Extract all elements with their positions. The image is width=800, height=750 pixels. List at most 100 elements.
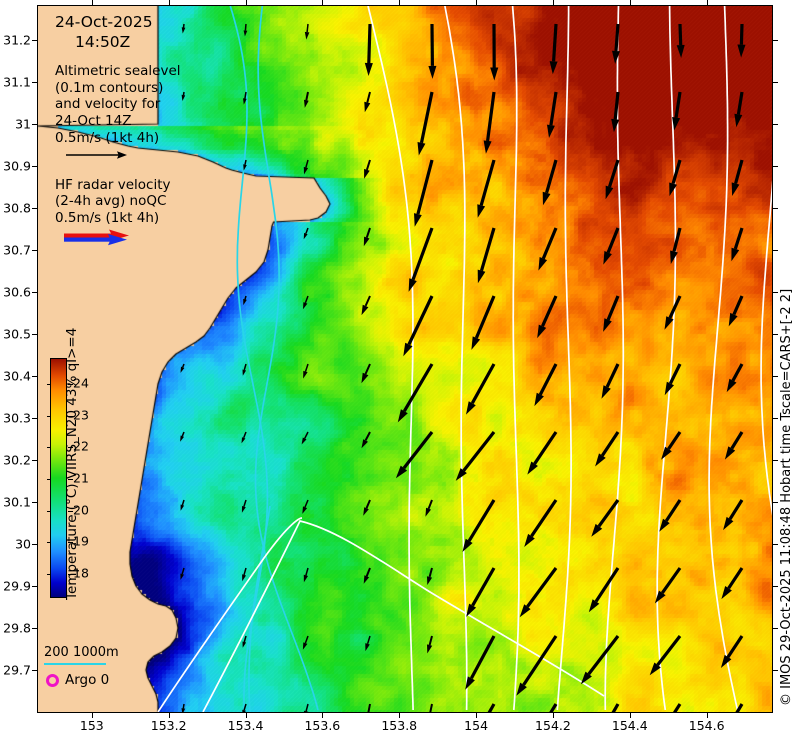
velocity-arrow (243, 295, 247, 306)
colorbar-tick-label: 22 (73, 438, 89, 454)
y-axis-tick-label: 31.1 (3, 74, 31, 90)
x-axis-tick-mark (629, 713, 631, 718)
velocity-arrow (462, 499, 496, 552)
x-axis-tick-mark (322, 0, 324, 5)
colorbar-tick-label: 20 (73, 502, 89, 518)
velocity-arrow (302, 635, 309, 650)
velocity-arrow (726, 363, 744, 393)
y-axis-tick-mark (32, 669, 37, 671)
velocity-arrow (242, 703, 247, 712)
bathymetry-contour-branch (248, 505, 271, 712)
x-axis-tick-label: 154.4 (611, 718, 648, 733)
colorbar-tick-mark-left (47, 573, 51, 575)
sealevel-contour (760, 180, 772, 516)
velocity-arrow (731, 159, 744, 196)
x-axis-tick-label: 154.2 (535, 718, 571, 733)
velocity-arrow (664, 295, 682, 330)
velocity-arrow (303, 159, 309, 175)
y-axis-tick-mark (32, 459, 37, 461)
y-axis-tick-mark (32, 249, 37, 251)
velocity-arrow (670, 227, 682, 265)
colorbar-tick-mark (68, 542, 73, 544)
velocity-arrow (364, 159, 371, 179)
bathymetry-contour-200m (229, 6, 269, 711)
velocity-arrow (180, 499, 185, 511)
colorbar-tick-label: 23 (73, 407, 89, 423)
x-axis-tick-label: 154.6 (688, 718, 725, 733)
velocity-arrow (471, 295, 496, 350)
velocity-arrow (241, 499, 247, 513)
velocity-arrow (180, 431, 185, 442)
x-axis-tick-label: 153.4 (227, 718, 264, 733)
y-axis-tick-label: 30.2 (3, 452, 31, 468)
velocity-arrow (429, 703, 433, 712)
velocity-arrow (611, 703, 620, 712)
velocity-arrow (303, 295, 309, 310)
time-stamp: 14:50Z (75, 33, 131, 52)
velocity-arrow (181, 23, 186, 34)
velocity-arrow (483, 91, 496, 154)
velocity-arrow (242, 567, 247, 582)
velocity-arrow (425, 499, 433, 517)
colorbar-tick-label: 18 (73, 565, 89, 581)
sealevel-contour (708, 6, 739, 711)
velocity-arrow (428, 23, 437, 79)
sealevel-contour (604, 6, 625, 711)
sst-heatmap-canvas (38, 6, 772, 712)
sealevel-contour-south (202, 520, 605, 712)
x-axis-tick-mark (476, 713, 478, 718)
colorbar-tick-label: 24 (73, 375, 89, 391)
x-axis-tick-mark (245, 713, 247, 718)
bathymetry-scale-label: 200 1000m (44, 645, 119, 660)
velocity-arrow (527, 431, 558, 475)
x-axis-tick-mark (706, 0, 708, 5)
altimetry-line-1: Altimetric sealevel (55, 63, 181, 80)
date-stamp: 24-Oct-2025 (55, 13, 153, 31)
velocity-arrow (466, 567, 496, 617)
velocity-arrow (303, 363, 309, 379)
y-axis-tick-mark (773, 249, 778, 251)
argo-marker-icon (46, 673, 59, 687)
hf-radar-line-2: (2-4h avg) noQC (55, 193, 167, 210)
velocity-arrow (542, 159, 558, 206)
y-axis-tick-mark (32, 81, 37, 83)
velocity-arrow (414, 159, 434, 227)
y-axis-tick-label: 29.8 (3, 620, 31, 636)
velocity-arrow (363, 227, 371, 247)
y-axis-tick-mark (32, 417, 37, 419)
x-axis-tick-label: 153.2 (150, 718, 187, 733)
y-axis-tick-mark (773, 459, 778, 461)
velocity-arrow (591, 499, 620, 537)
x-axis-tick-mark (399, 713, 401, 718)
velocity-arrow (669, 159, 682, 197)
map-plot-area[interactable] (37, 5, 773, 713)
velocity-arrow (361, 295, 371, 316)
velocity-arrow (361, 431, 371, 449)
y-axis-tick-mark (773, 207, 778, 209)
sealevel-contour (556, 6, 572, 711)
colorbar-tick-label: 21 (73, 470, 89, 486)
velocity-arrow (524, 499, 558, 547)
y-axis-tick-mark (773, 669, 778, 671)
altimetry-line-4: 24-Oct 14Z (55, 113, 132, 130)
y-axis-tick-label: 29.9 (3, 578, 31, 594)
y-axis-tick-mark (773, 585, 778, 587)
velocity-arrow (180, 567, 185, 580)
velocity-arrow (361, 363, 371, 384)
x-axis-tick-mark (91, 713, 93, 718)
velocity-arrow (724, 431, 744, 460)
y-axis-tick-mark (32, 291, 37, 293)
velocity-arrow (595, 431, 620, 467)
velocity-arrow (649, 635, 682, 676)
velocity-arrow (403, 295, 434, 357)
y-axis-tick-mark (773, 123, 778, 125)
y-axis-tick-mark (32, 375, 37, 377)
velocity-arrow (490, 23, 499, 81)
velocity-arrow (241, 431, 247, 444)
y-axis-tick-mark (773, 81, 778, 83)
velocity-arrow (603, 227, 620, 265)
y-axis-tick-mark (773, 417, 778, 419)
velocity-arrow (731, 227, 744, 262)
velocity-arrow (243, 159, 247, 171)
velocity-arrow (367, 703, 371, 712)
